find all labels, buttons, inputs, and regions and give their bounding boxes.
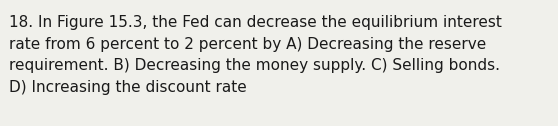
Text: 18. In Figure 15.3, the Fed can decrease the equilibrium interest
rate from 6 pe: 18. In Figure 15.3, the Fed can decrease…: [9, 15, 502, 95]
